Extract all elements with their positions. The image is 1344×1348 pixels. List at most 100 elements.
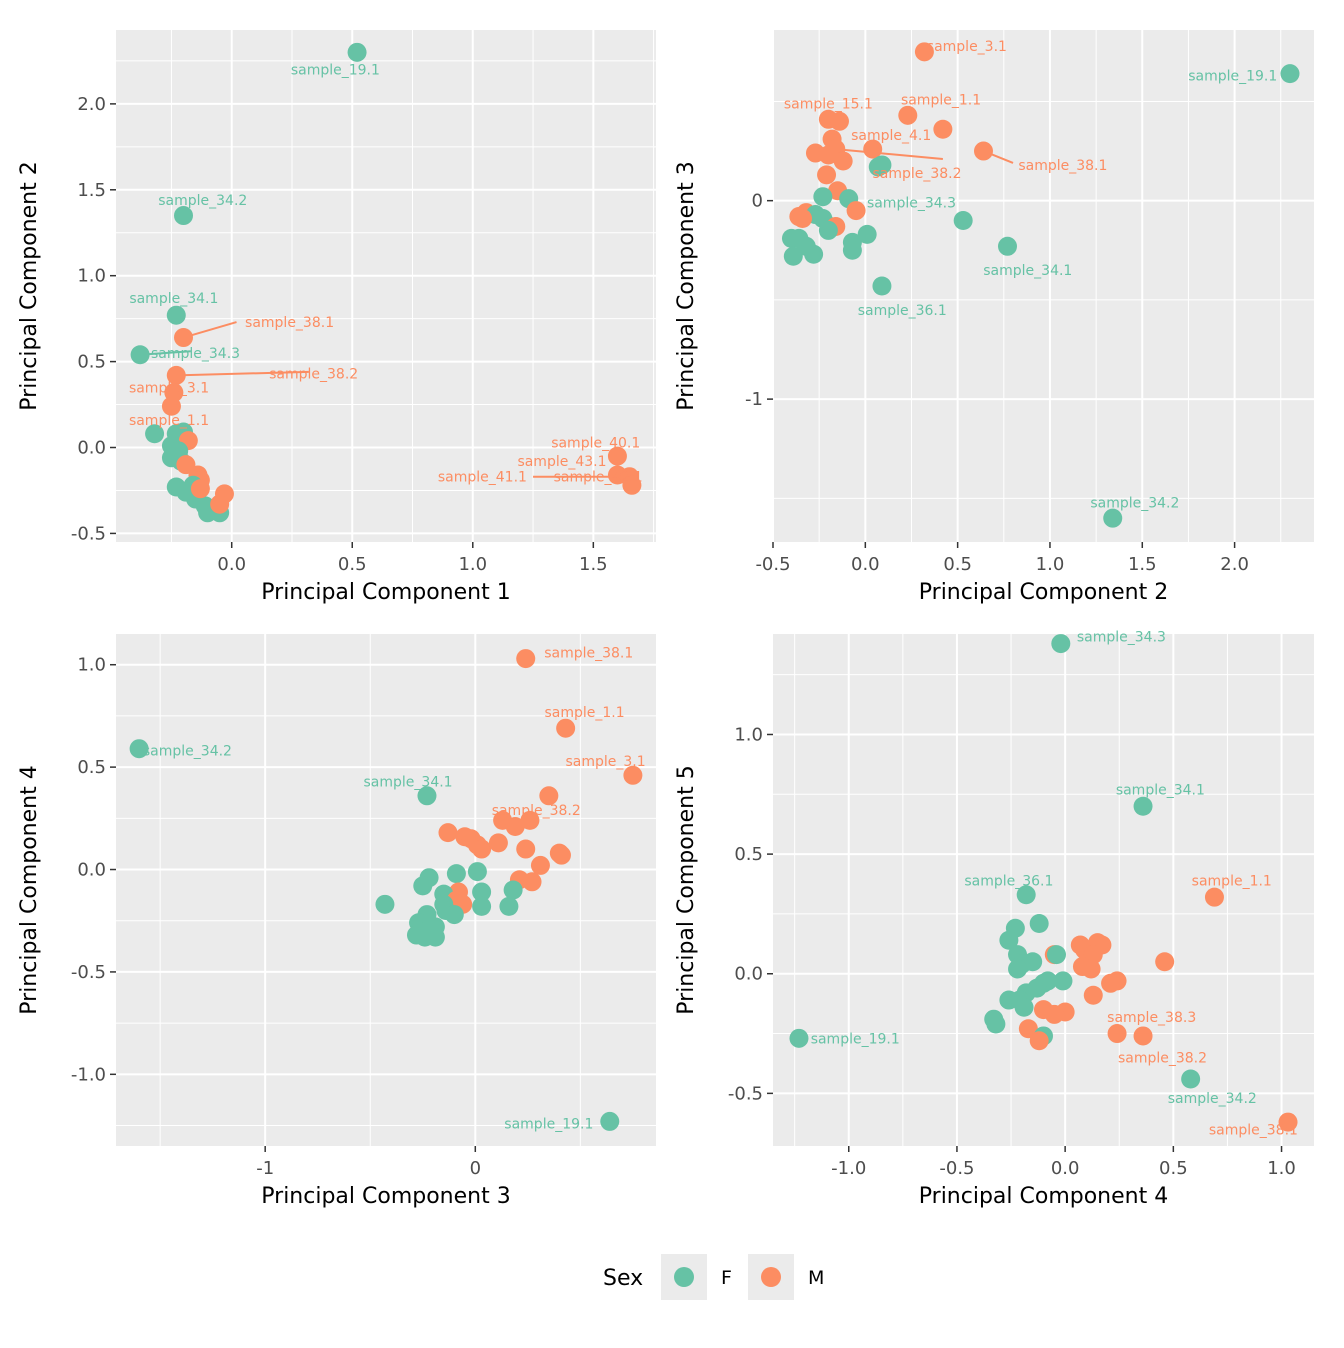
data-point-f — [868, 157, 888, 177]
data-point-f — [1181, 1069, 1201, 1089]
data-point-m — [522, 872, 542, 892]
point-label: sample_40.1 — [551, 435, 640, 451]
data-point-m — [174, 328, 193, 348]
point-label: sample_4.1 — [851, 128, 931, 144]
x-tick-label: -0.5 — [755, 554, 790, 575]
data-point-m — [214, 484, 234, 504]
label-leader-line — [835, 148, 943, 160]
data-point-f — [842, 240, 862, 260]
data-point-f — [174, 206, 193, 226]
y-tick-label: 0 — [752, 191, 763, 212]
data-point-m — [623, 765, 643, 785]
point-label: sample_38.1 — [1209, 1122, 1298, 1138]
point-label: sample_19.1 — [811, 1031, 900, 1047]
x-axis-title: Principal Component 3 — [261, 1184, 510, 1209]
y-tick-label: 0.0 — [77, 860, 106, 881]
point-label: sample_38.2 — [269, 367, 358, 383]
panel-background — [773, 634, 1314, 1146]
x-tick-label: 0.0 — [217, 554, 246, 575]
point-label: sample_19.1 — [1188, 69, 1277, 85]
x-tick-label: -1 — [256, 1158, 274, 1179]
data-point-f — [417, 921, 437, 941]
y-axis-title: Principal Component 5 — [674, 765, 699, 1014]
data-point-m — [556, 718, 576, 738]
y-tick-label: -1 — [745, 389, 763, 410]
y-tick-label: 1.5 — [77, 180, 106, 201]
y-tick-label: -0.5 — [728, 1083, 763, 1104]
data-point-m — [898, 105, 918, 125]
data-point-m — [846, 201, 866, 221]
data-point-f — [130, 345, 150, 365]
data-point-f — [1008, 959, 1028, 979]
data-point-m — [817, 165, 837, 185]
point-label: sample_1.1 — [129, 413, 209, 429]
data-point-f — [129, 739, 149, 759]
y-tick-label: -1.0 — [71, 1064, 106, 1085]
label-leader-line — [176, 370, 309, 377]
data-point-f — [1046, 945, 1066, 965]
data-point-m — [1101, 973, 1121, 993]
point-label: sample_19.1 — [504, 1116, 593, 1132]
data-point-f — [444, 905, 464, 925]
x-tick-label: 0.0 — [851, 554, 880, 575]
point-label: sample_3.1 — [565, 754, 645, 770]
y-tick-label: 0.0 — [77, 438, 106, 459]
data-point-m — [829, 111, 849, 131]
y-tick-label: -0.5 — [71, 962, 106, 983]
data-point-f — [417, 786, 437, 806]
data-point-m — [1155, 952, 1175, 972]
y-tick-label: 1.0 — [734, 724, 763, 745]
data-point-m — [1107, 1024, 1127, 1044]
point-label: sample_34.2 — [143, 744, 232, 760]
point-label: sample_34.2 — [158, 193, 247, 209]
data-point-m — [833, 151, 853, 171]
x-tick-label: 1.5 — [579, 554, 608, 575]
point-label: sample_1.1 — [1192, 873, 1272, 889]
point-label: sample_3.1 — [129, 380, 209, 396]
data-point-f — [1023, 952, 1043, 972]
legend-label-f: F — [721, 1267, 732, 1289]
x-tick-label: -0.5 — [939, 1158, 974, 1179]
data-point-m — [530, 855, 550, 875]
point-label: sample_38.3 — [1107, 1010, 1196, 1026]
y-tick-label: 2.0 — [77, 94, 106, 115]
data-point-f — [789, 1028, 809, 1048]
panel-background — [116, 30, 656, 542]
data-point-f — [446, 864, 466, 884]
data-point-m — [505, 817, 525, 837]
point-label: sample_41.1 — [438, 470, 527, 486]
data-point-m — [914, 42, 934, 62]
data-point-m — [520, 810, 540, 830]
data-point-m — [488, 833, 508, 853]
data-point-m — [818, 145, 838, 165]
scatter-panel-3: -1 0 -1.0 -0.5 0.0 0.5 1.0 Principal Component … — [17, 634, 656, 1209]
data-point-m — [166, 365, 186, 385]
data-point-m — [516, 649, 536, 669]
data-point-f — [997, 236, 1017, 256]
data-point-f — [1103, 508, 1123, 528]
data-point-m — [1278, 1112, 1298, 1132]
data-point-f — [166, 305, 186, 325]
point-label: sample_34.3 — [867, 196, 956, 212]
y-tick-label: 0.5 — [77, 352, 106, 373]
legend: Sex F M — [603, 1254, 824, 1300]
legend-title: Sex — [603, 1266, 643, 1291]
data-point-f — [1280, 64, 1300, 84]
data-point-m — [472, 839, 492, 859]
data-point-f — [818, 220, 838, 240]
x-axis-title: Principal Component 4 — [919, 1184, 1168, 1209]
point-label: sample_38.1 — [544, 645, 633, 661]
point-label: sample_3.1 — [927, 39, 1007, 55]
panel-background — [773, 30, 1314, 542]
data-point-m — [516, 839, 536, 859]
data-point-f — [145, 424, 165, 444]
y-axis-title: Principal Component 3 — [674, 161, 699, 410]
y-tick-label: 1.0 — [77, 655, 106, 676]
point-label: sample_34.2 — [1090, 495, 1179, 511]
data-point-f — [413, 876, 433, 896]
x-tick-label: 2.0 — [1220, 554, 1249, 575]
data-point-m — [863, 139, 883, 159]
point-label: sample_38.1 — [245, 315, 334, 331]
data-point-m — [607, 446, 627, 466]
y-tick-label: 0.5 — [734, 844, 763, 865]
